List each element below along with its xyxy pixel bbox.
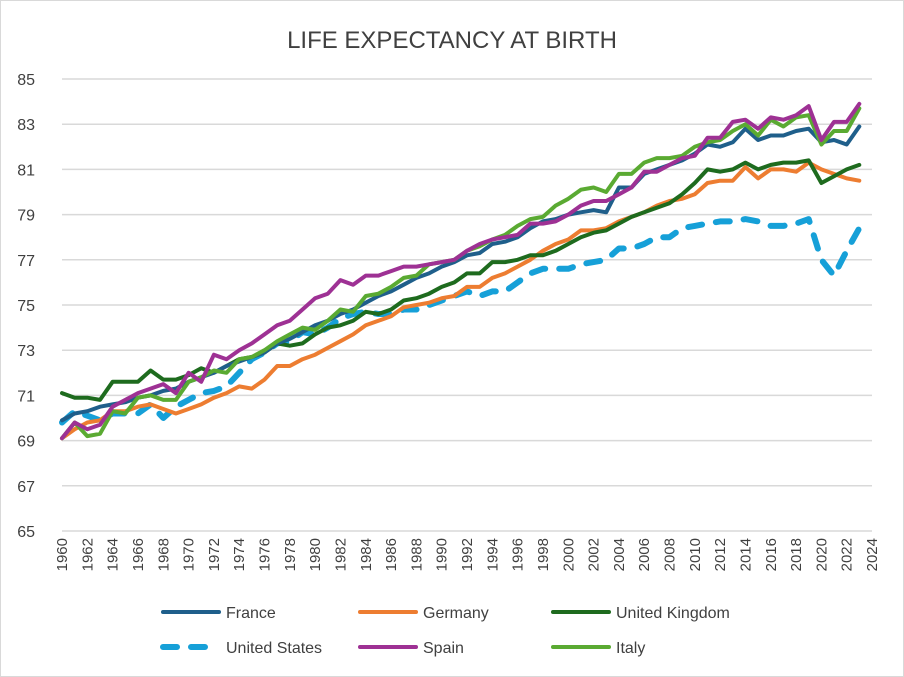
x-tick-label: 2012	[712, 538, 729, 571]
y-tick-label: 85	[17, 72, 35, 89]
y-tick-label: 71	[17, 388, 35, 405]
legend: France Germany United Kingdom United States…	[160, 605, 730, 657]
series-line-spain	[60, 101, 862, 441]
series-line-italy	[60, 106, 862, 441]
x-tick-label: 1960	[54, 538, 71, 571]
x-tick-label: 1992	[459, 538, 476, 571]
x-tick-label: 1998	[535, 538, 552, 571]
y-tick-label: 67	[17, 479, 35, 496]
y-tick-label: 83	[17, 117, 35, 134]
legend-label: Spain	[423, 640, 464, 657]
x-tick-label: 1994	[484, 538, 501, 571]
x-tick-label: 2008	[662, 538, 679, 571]
x-tick-label: 1980	[307, 538, 324, 571]
legend-label: France	[226, 605, 276, 622]
x-tick-label: 1970	[181, 538, 198, 571]
legend-label: Italy	[616, 640, 645, 657]
legend-label: United Kingdom	[616, 605, 730, 622]
x-tick-label: 2020	[813, 538, 830, 571]
series-lines	[59, 101, 863, 441]
x-tick-label: 2024	[864, 538, 881, 571]
y-tick-label: 79	[17, 208, 35, 225]
x-tick-label: 1996	[510, 538, 527, 571]
x-axis-ticks: 1960 1962 1964 1966 1968 1970 1972 1974 1976 1978…	[54, 538, 881, 571]
y-tick-label: 73	[17, 343, 35, 360]
x-tick-label: 1984	[358, 538, 375, 571]
x-tick-label: 1990	[434, 538, 451, 571]
x-tick-label: 1976	[257, 538, 274, 571]
x-tick-label: 2022	[839, 538, 856, 571]
x-tick-label: 1966	[130, 538, 147, 571]
x-tick-label: 1978	[282, 538, 299, 571]
y-tick-label: 81	[17, 162, 35, 179]
legend-label: United States	[226, 640, 322, 657]
x-tick-label: 1972	[206, 538, 223, 571]
x-tick-label: 2014	[737, 538, 754, 571]
x-tick-label: 2004	[611, 538, 628, 571]
x-tick-label: 1964	[105, 538, 122, 571]
x-tick-label: 2016	[763, 538, 780, 571]
series-line-united-kingdom	[60, 158, 862, 402]
x-tick-label: 2010	[687, 538, 704, 571]
x-tick-label: 1968	[155, 538, 172, 571]
x-tick-label: 1962	[79, 538, 96, 571]
y-tick-label: 69	[17, 434, 35, 451]
x-tick-label: 1986	[383, 538, 400, 571]
y-tick-label: 65	[17, 524, 35, 541]
x-tick-label: 2006	[636, 538, 653, 571]
x-tick-label: 1982	[332, 538, 349, 571]
y-axis-ticks: 65 67 69 71 73 75 77 79 81 83 85	[17, 72, 35, 541]
gridlines	[62, 78, 872, 532]
x-tick-label: 2018	[788, 538, 805, 571]
legend-label: Germany	[423, 605, 489, 622]
y-tick-label: 77	[17, 253, 35, 270]
y-tick-label: 75	[17, 298, 35, 315]
chart-title: LIFE EXPECTANCY AT BIRTH	[287, 27, 617, 54]
x-tick-label: 2002	[586, 538, 603, 571]
x-tick-label: 1974	[231, 538, 248, 571]
x-tick-label: 2000	[560, 538, 577, 571]
series-line-germany	[60, 160, 862, 441]
x-tick-label: 1988	[408, 538, 425, 571]
